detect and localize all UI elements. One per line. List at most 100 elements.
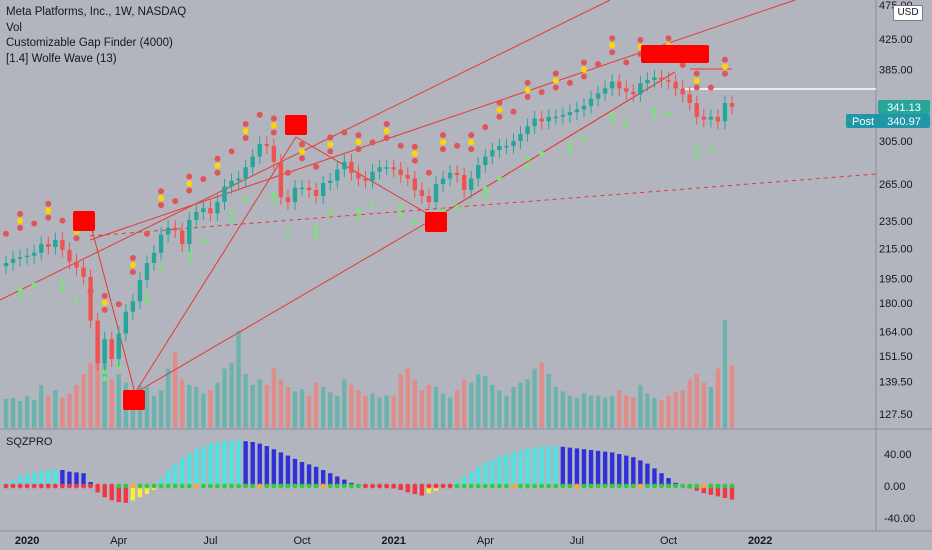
candle-body[interactable] (518, 133, 523, 141)
candle-body[interactable] (476, 165, 481, 179)
candle-body[interactable] (356, 172, 361, 179)
candle-body[interactable] (130, 301, 136, 312)
candle-body[interactable] (194, 212, 199, 220)
candle-body[interactable] (532, 118, 537, 127)
candle-body[interactable] (53, 239, 58, 247)
candle-body[interactable] (687, 94, 692, 104)
candle-body[interactable] (624, 88, 629, 92)
candle-body[interactable] (652, 77, 657, 80)
candle-body[interactable] (497, 146, 502, 151)
candle-body[interactable] (349, 161, 354, 173)
candle-body[interactable] (292, 187, 298, 203)
candle-body[interactable] (384, 167, 389, 169)
candle-body[interactable] (24, 255, 30, 258)
candle-body[interactable] (504, 146, 509, 148)
candle-body[interactable] (377, 167, 382, 172)
candle-body[interactable] (102, 339, 107, 364)
candle-body[interactable] (419, 190, 425, 196)
candle-body[interactable] (440, 178, 446, 185)
candle-body[interactable] (306, 187, 312, 191)
candle-body[interactable] (546, 116, 551, 122)
candle-body[interactable] (39, 244, 44, 253)
candle-body[interactable] (88, 276, 93, 321)
candle-body[interactable] (328, 180, 333, 184)
candle-body[interactable] (158, 234, 164, 253)
candle-body[interactable] (701, 116, 706, 120)
candle-body[interactable] (32, 252, 37, 256)
candle-body[interactable] (490, 150, 495, 157)
candle-body[interactable] (278, 161, 284, 198)
candle-body[interactable] (116, 333, 121, 360)
indicator-sqzpro[interactable]: SQZPRO (6, 436, 53, 448)
candle-body[interactable] (123, 311, 129, 334)
candle-body[interactable] (398, 169, 403, 176)
candle-body[interactable] (313, 190, 319, 196)
candle-body[interactable] (708, 116, 714, 120)
candle-body[interactable] (426, 195, 432, 203)
candle-body[interactable] (433, 184, 439, 203)
candle-body[interactable] (581, 105, 587, 110)
candle-body[interactable] (461, 175, 467, 191)
candle-body[interactable] (609, 81, 615, 89)
candle-body[interactable] (469, 178, 474, 191)
symbol-title[interactable]: Meta Platforms, Inc., 1W, NASDAQ (6, 6, 187, 18)
candle-body[interactable] (553, 116, 558, 119)
price-candles[interactable] (3, 69, 735, 371)
candle-body[interactable] (567, 112, 573, 115)
candle-body[interactable] (180, 230, 185, 245)
candle-body[interactable] (631, 91, 636, 95)
candle-body[interactable] (335, 169, 340, 181)
candle-body[interactable] (673, 81, 678, 89)
candle-body[interactable] (638, 83, 643, 95)
candle-body[interactable] (257, 143, 262, 157)
candle-body[interactable] (74, 261, 79, 268)
candle-body[interactable] (165, 227, 171, 235)
candle-body[interactable] (250, 156, 255, 168)
candle-body[interactable] (342, 161, 347, 170)
candle-body[interactable] (109, 339, 114, 360)
candle-body[interactable] (391, 167, 396, 170)
candle-body[interactable] (574, 109, 580, 113)
candle-body[interactable] (215, 202, 220, 214)
candle-body[interactable] (680, 88, 685, 95)
candle-body[interactable] (722, 103, 728, 122)
candle-body[interactable] (243, 167, 248, 179)
candle-body[interactable] (560, 114, 566, 117)
candle-body[interactable] (363, 178, 368, 181)
indicator-vol[interactable]: Vol (6, 22, 22, 34)
candle-body[interactable] (10, 258, 16, 264)
candle-body[interactable] (405, 175, 410, 179)
currency-button[interactable]: USD (893, 5, 923, 21)
candle-body[interactable] (81, 267, 86, 277)
candle-body[interactable] (454, 172, 460, 176)
candle-body[interactable] (645, 79, 650, 84)
candle-body[interactable] (172, 227, 178, 231)
candle-body[interactable] (67, 249, 72, 262)
candle-body[interactable] (271, 146, 277, 162)
candle-body[interactable] (588, 98, 594, 106)
candle-body[interactable] (95, 320, 100, 364)
candle-body[interactable] (137, 280, 143, 302)
candle-body[interactable] (595, 93, 601, 99)
candle-body[interactable] (201, 208, 206, 213)
candle-body[interactable] (208, 208, 213, 214)
candle-body[interactable] (539, 118, 544, 122)
candle-body[interactable] (602, 88, 608, 94)
candle-body[interactable] (511, 140, 516, 147)
candle-body[interactable] (483, 156, 488, 166)
candle-body[interactable] (370, 171, 375, 181)
candle-body[interactable] (447, 172, 453, 179)
candle-body[interactable] (659, 77, 664, 80)
indicator-wolfe-wave[interactable]: [1.4] Wolfe Wave (13) (6, 53, 117, 65)
candle-body[interactable] (320, 183, 326, 196)
candle-body[interactable] (229, 180, 234, 187)
candle-body[interactable] (222, 186, 227, 203)
candle-body[interactable] (46, 244, 51, 247)
candle-body[interactable] (17, 257, 23, 259)
candle-body[interactable] (694, 103, 699, 117)
candle-body[interactable] (715, 116, 721, 122)
candle-body[interactable] (299, 187, 305, 190)
candle-body[interactable] (3, 263, 9, 267)
candle-body[interactable] (151, 252, 157, 264)
